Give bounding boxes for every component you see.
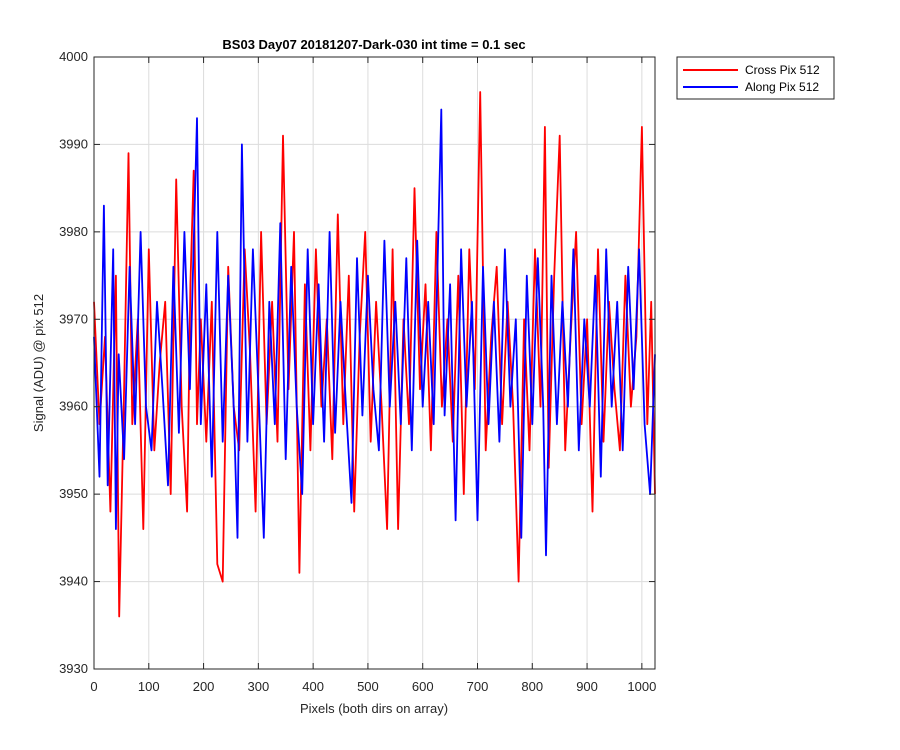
series-line-along-pix-512: [93, 108, 656, 557]
x-tick-label: 0: [90, 679, 97, 694]
y-axis-label: Signal (ADU) @ pix 512: [31, 294, 46, 432]
y-tick-label: 3970: [59, 311, 88, 326]
y-tick-label: 3930: [59, 661, 88, 676]
axis-ticks: 0 100 200 300 400 500 600 700 800 900 1000 3930 3940…: [59, 49, 656, 694]
legend: Cross Pix 512 Along Pix 512: [676, 56, 835, 100]
x-tick-label: 800: [521, 679, 543, 694]
legend-label-cross: Cross Pix 512: [745, 63, 820, 77]
y-tick-label: 3950: [59, 486, 88, 501]
series-line-cross-pix-512: [93, 91, 656, 618]
plot-frame: [93, 56, 656, 670]
y-tick-label: 3960: [59, 399, 88, 414]
x-tick-label: 200: [193, 679, 215, 694]
series-lines: [93, 91, 656, 618]
legend-label-along: Along Pix 512: [745, 80, 819, 94]
x-axis-label: Pixels (both dirs on array): [300, 701, 448, 716]
legend-box: [676, 56, 835, 100]
x-tick-label: 500: [357, 679, 379, 694]
x-tick-label: 400: [302, 679, 324, 694]
y-tick-label: 3940: [59, 574, 88, 589]
x-tick-label: 900: [576, 679, 598, 694]
x-tick-label: 300: [248, 679, 270, 694]
y-tick-label: 4000: [59, 49, 88, 64]
x-tick-label: 600: [412, 679, 434, 694]
chart-title: BS03 Day07 20181207-Dark-030 int time = …: [222, 37, 525, 52]
y-tick-label: 3980: [59, 224, 88, 239]
x-tick-label: 700: [467, 679, 489, 694]
x-tick-label: 1000: [627, 679, 656, 694]
y-tick-label: 3990: [59, 136, 88, 151]
x-tick-label: 100: [138, 679, 160, 694]
